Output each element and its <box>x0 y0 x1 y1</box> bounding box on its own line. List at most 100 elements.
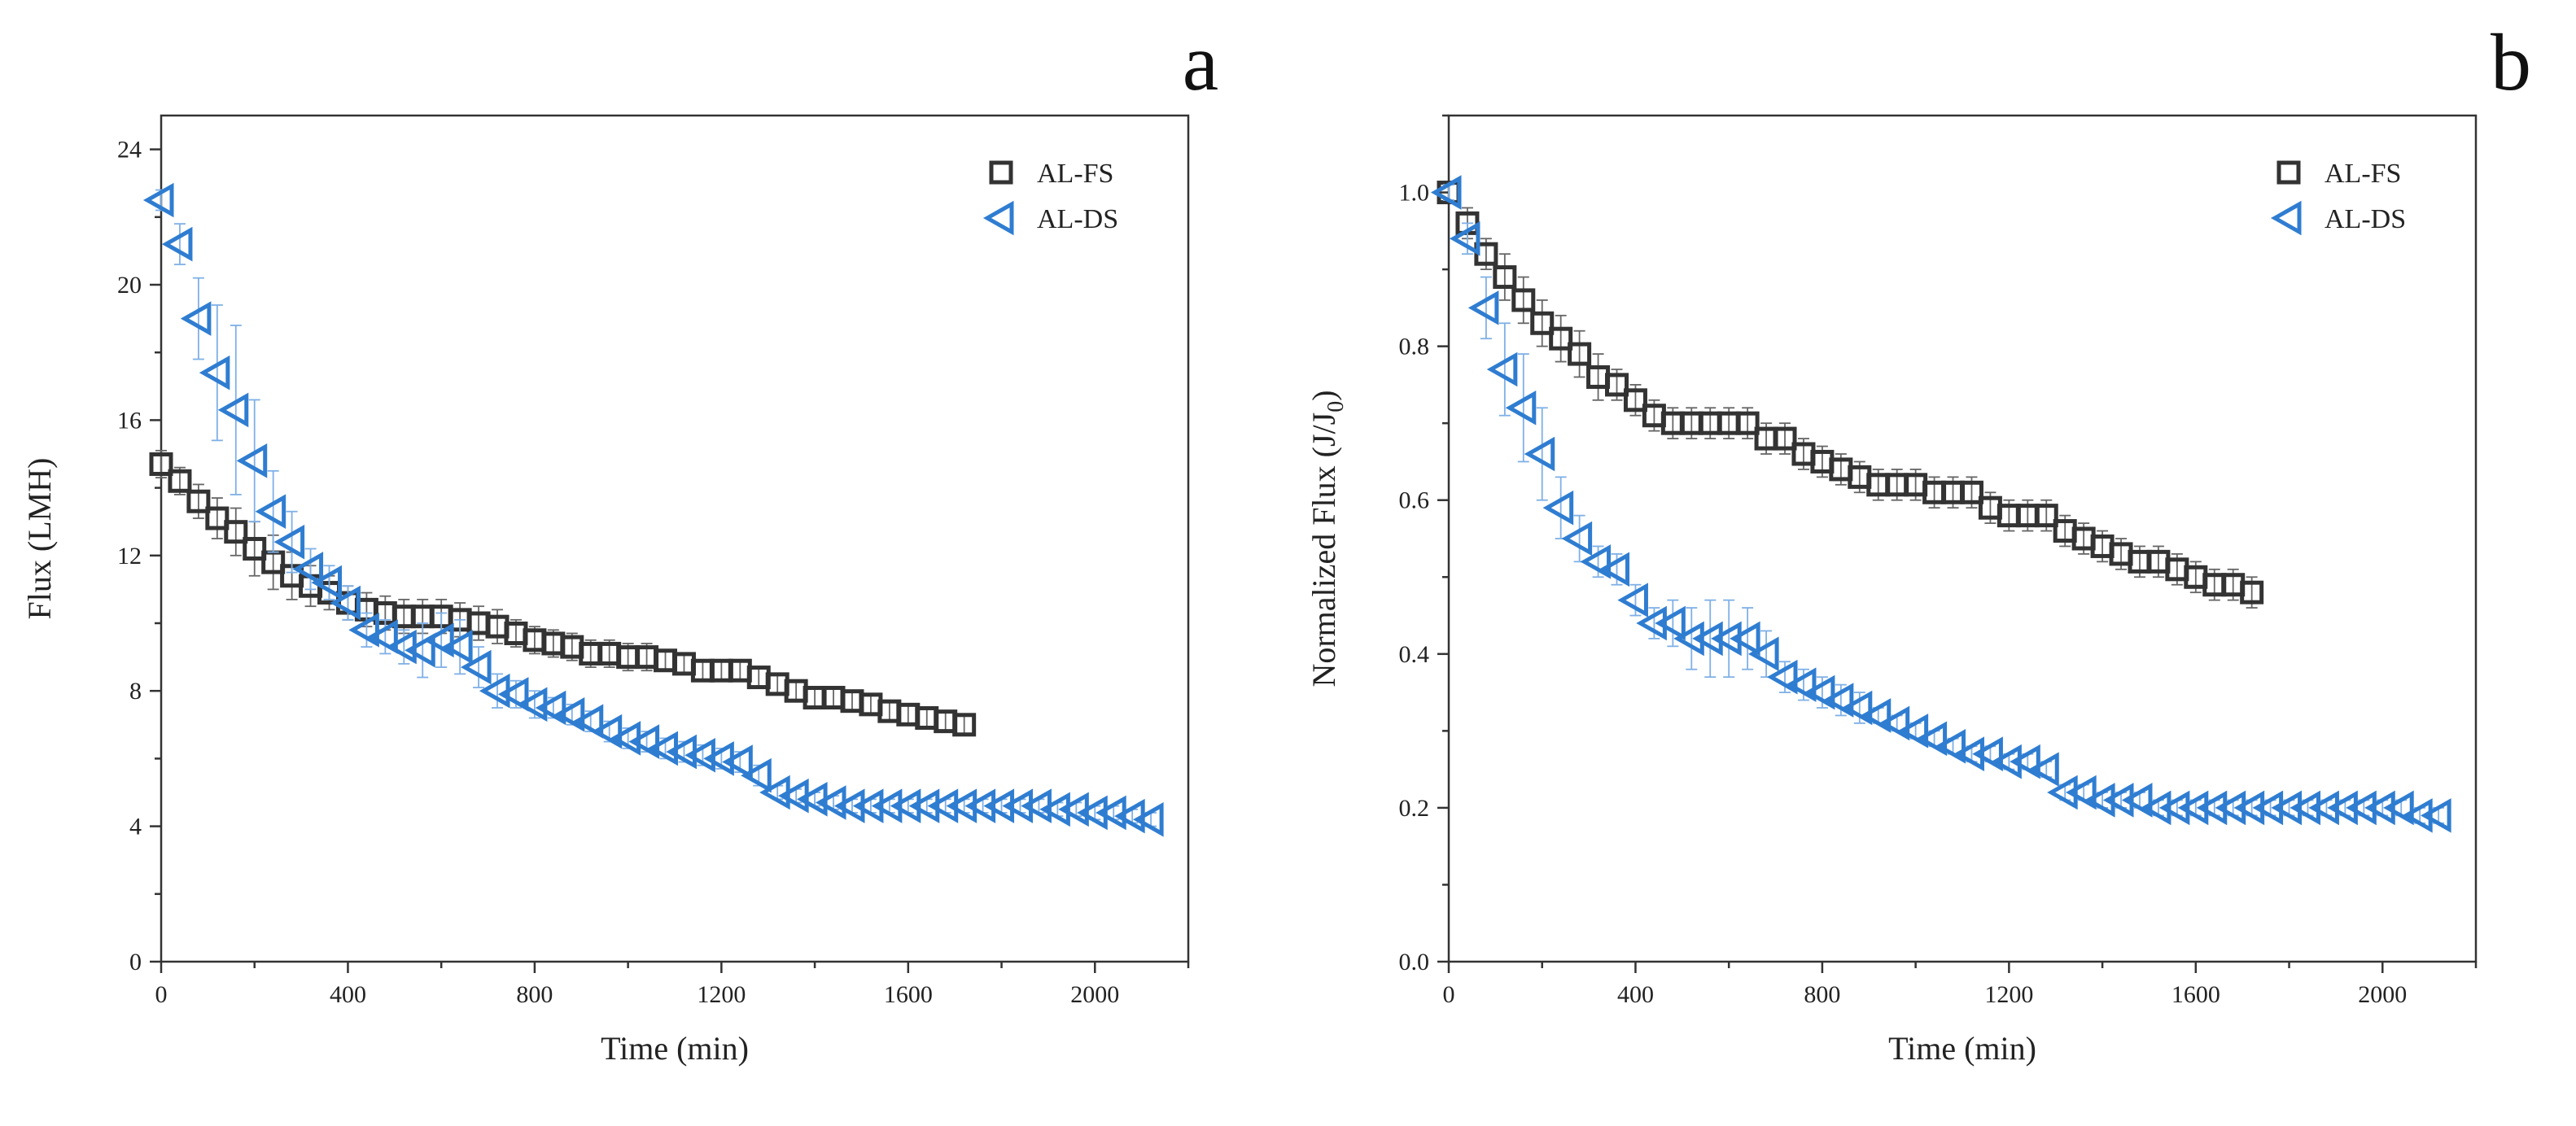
data-point <box>330 585 361 621</box>
y-tick-label: 1.0 <box>1399 180 1430 207</box>
data-point <box>2346 790 2377 826</box>
x-axis-title: Time (min) <box>601 1030 749 1067</box>
data-point <box>1773 426 1797 451</box>
data-point <box>553 697 585 732</box>
data-point <box>2066 775 2097 810</box>
x-tick-label: 400 <box>330 981 366 1008</box>
y-tick-label: 8 <box>129 678 142 705</box>
x-tick-label: 400 <box>1617 981 1654 1008</box>
series-al-fs <box>149 449 977 737</box>
data-point <box>149 452 173 476</box>
x-tick-label: 2000 <box>2358 981 2407 1008</box>
legend: AL-FS AL-DS <box>982 159 1118 236</box>
data-point <box>591 714 623 749</box>
data-point <box>628 724 660 759</box>
y-axis-title-suffix: ) <box>1305 390 1342 400</box>
data-point <box>1467 290 1499 325</box>
data-point <box>2421 798 2451 833</box>
x-tick-label: 1200 <box>1984 981 2033 1008</box>
data-point <box>2327 790 2358 826</box>
x-tick-label: 800 <box>516 981 553 1008</box>
legend: AL-FS AL-DS <box>2270 159 2406 236</box>
data-point <box>367 619 398 654</box>
data-point <box>2047 775 2078 810</box>
data-point <box>1605 373 1629 397</box>
chart-panel-b: 0 400 800 1200 1600 2000 0.0 0.2 0.4 0.6 0.8 1.0 Tim… <box>1305 17 2531 1067</box>
y-tick-label: 24 <box>117 137 142 164</box>
data-point <box>1822 683 1854 718</box>
data-point <box>1959 480 1983 504</box>
data-point <box>2102 783 2134 818</box>
data-point <box>2010 744 2040 779</box>
data-point <box>1860 698 1892 733</box>
plot-frame <box>160 114 1190 963</box>
data-point <box>1692 621 1723 657</box>
data-point <box>2177 790 2209 826</box>
data-point <box>2215 790 2246 826</box>
data-point <box>1655 605 1686 641</box>
panel-label: b <box>2491 17 2531 107</box>
data-point <box>1673 621 1704 657</box>
x-tick-label: 1600 <box>884 981 933 1008</box>
data-point <box>2140 790 2171 826</box>
data-point <box>186 489 211 513</box>
data-point <box>2084 783 2115 818</box>
data-point <box>2158 790 2190 826</box>
data-point <box>292 552 324 587</box>
y-axis-title-subscript: 0 <box>1323 401 1349 412</box>
series-al-ds <box>142 182 1164 837</box>
data-point <box>1549 326 1573 351</box>
data-point <box>1493 265 1517 290</box>
data-point <box>1474 242 1498 266</box>
data-point <box>311 565 343 600</box>
y-tick-label: 16 <box>117 407 142 434</box>
data-point <box>2271 790 2303 826</box>
data-point <box>161 226 193 262</box>
data-point <box>1505 390 1537 426</box>
data-point <box>946 788 977 823</box>
data-point <box>1991 744 2022 779</box>
series-al-fs <box>1437 181 2264 609</box>
y-axis-title-main: Flux (LMH) <box>21 458 58 620</box>
data-point <box>1039 792 1070 827</box>
data-point <box>2233 790 2265 826</box>
data-point <box>1972 736 2003 772</box>
data-point <box>722 744 753 779</box>
data-point <box>535 690 566 726</box>
data-point <box>180 301 212 336</box>
data-point <box>497 677 529 712</box>
plot-frame <box>1447 114 2478 963</box>
data-point <box>1897 714 1929 748</box>
data-point <box>255 494 286 530</box>
data-point <box>1449 220 1480 256</box>
y-tick-label: 20 <box>117 272 142 299</box>
data-point <box>273 524 305 560</box>
x-axis-title: Time (min) <box>1888 1030 2036 1067</box>
data-point <box>1841 690 1873 726</box>
data-point <box>243 536 267 561</box>
data-point <box>2402 798 2433 833</box>
data-point <box>1568 342 1592 366</box>
data-point <box>1542 490 1574 526</box>
y-tick-label: 0.4 <box>1399 641 1430 668</box>
y-tick-label: 0.2 <box>1399 795 1430 822</box>
data-point <box>461 649 492 685</box>
data-point <box>205 506 230 530</box>
data-point <box>1711 621 1742 657</box>
data-point <box>1002 788 1033 823</box>
data-point <box>2196 790 2228 826</box>
data-point <box>2290 790 2320 826</box>
data-point <box>224 520 248 544</box>
data-point <box>908 788 940 823</box>
data-point <box>1133 801 1164 837</box>
data-point <box>1599 552 1630 587</box>
data-point <box>1580 544 1612 579</box>
chart-panel-a: 0 400 800 1200 1600 2000 0 4 8 12 16 20 24 Time (min)… <box>21 17 1218 1067</box>
data-point <box>199 355 230 391</box>
data-point <box>833 788 865 823</box>
data-point <box>890 788 921 823</box>
y-axis-title: Flux (LMH) <box>21 458 58 620</box>
data-point <box>1486 351 1518 387</box>
data-point <box>1916 721 1948 757</box>
